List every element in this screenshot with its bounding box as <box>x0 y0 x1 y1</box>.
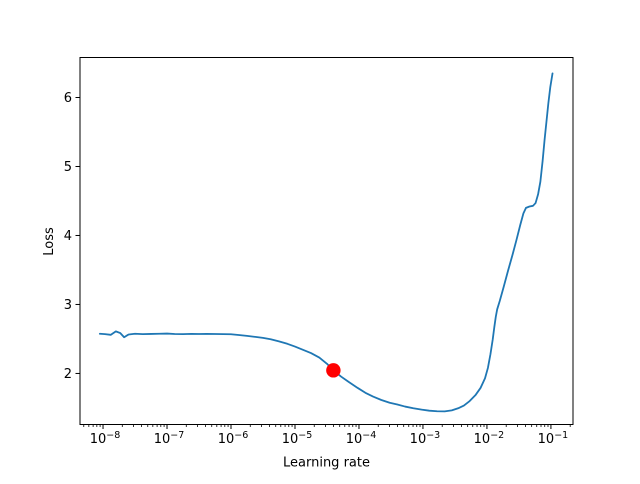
y-tick-label: 2 <box>64 367 72 382</box>
y-tick-label: 4 <box>64 229 72 244</box>
y-tick-labels: 2 3 4 5 6 <box>64 91 72 382</box>
x-axis-label: Learning rate <box>283 456 370 471</box>
y-tick-label: 5 <box>64 160 72 175</box>
y-axis-label: Loss <box>42 227 57 256</box>
axes-frame <box>79 57 574 425</box>
suggested-lr-marker <box>326 363 341 378</box>
y-major-ticks <box>75 97 80 374</box>
x-tick-label: 10−2 <box>474 430 505 447</box>
loss-curve <box>98 72 554 413</box>
x-tick-label: 10−5 <box>282 430 313 447</box>
x-tick-label: 10−6 <box>218 430 249 447</box>
x-tick-label: 10−7 <box>154 430 185 447</box>
y-tick-label: 3 <box>64 298 72 313</box>
x-tick-label: 10−8 <box>90 430 121 447</box>
x-tick-label: 10−4 <box>346 430 377 447</box>
x-tick-labels: 10−8 10−7 10−6 10−5 10−4 10−3 10−2 10−1 <box>90 430 568 447</box>
x-major-ticks <box>102 424 552 429</box>
y-tick-label: 6 <box>64 91 72 106</box>
x-tick-label: 10−3 <box>410 430 441 447</box>
x-tick-label: 10−1 <box>538 430 569 447</box>
